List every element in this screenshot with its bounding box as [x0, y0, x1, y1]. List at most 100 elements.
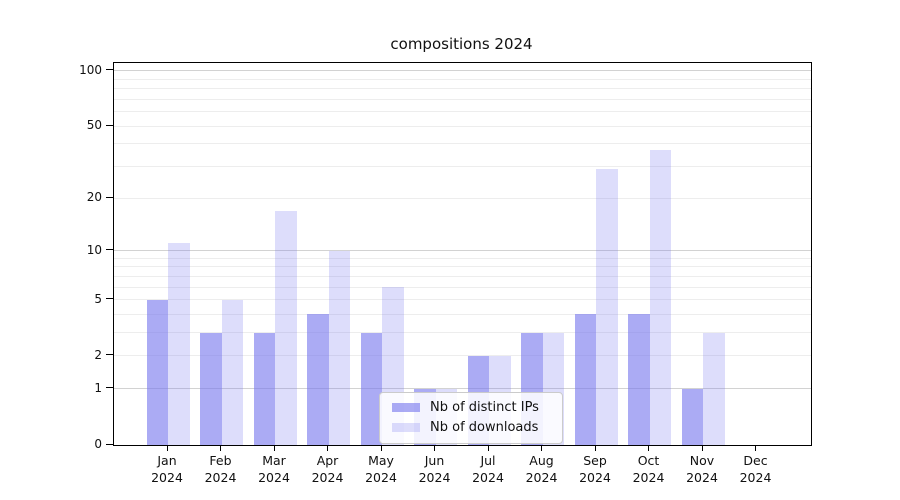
- x-tick-mark-jun: [434, 445, 435, 451]
- gridline-y-100: [114, 70, 811, 72]
- y-tick-label-5: 5: [94, 291, 102, 306]
- legend-label-downloads: Nb of downloads: [430, 420, 539, 435]
- x-tick-year: 2024: [151, 470, 183, 485]
- x-tick-year: 2024: [418, 470, 451, 485]
- gridline-y-50: [114, 125, 811, 127]
- y-tick-mark-10: [106, 249, 113, 250]
- x-tick-month: May: [368, 453, 394, 468]
- x-tick-label-jul: Jul 2024: [456, 452, 520, 486]
- x-tick-year: 2024: [472, 470, 504, 485]
- bar-downloads-jan: [168, 243, 190, 445]
- y-tick-mark-20: [106, 196, 113, 198]
- y-tick-mark-2: [106, 354, 113, 356]
- x-tick-year: 2024: [365, 470, 397, 485]
- bar-distinct-ips-apr: [307, 314, 329, 445]
- x-tick-year: 2024: [579, 470, 611, 485]
- bar-downloads-mar: [275, 210, 297, 445]
- y-tick-mark-100: [106, 69, 113, 71]
- x-tick-year: 2024: [204, 470, 237, 485]
- gridline-y-80: [114, 88, 811, 90]
- gridline-y-40: [114, 143, 811, 145]
- gridline-y-20: [114, 197, 811, 199]
- x-tick-year: 2024: [258, 470, 290, 485]
- legend-swatch-downloads-icon: [392, 423, 420, 432]
- bar-downloads-sep: [596, 169, 618, 445]
- chart-title: compositions 2024: [390, 35, 533, 53]
- x-tick-year: 2024: [686, 470, 718, 485]
- x-tick-label-nov: Nov 2024: [670, 452, 734, 486]
- bar-distinct-ips-feb: [200, 332, 222, 445]
- gridline-y-60: [114, 111, 811, 113]
- bar-downloads-feb: [221, 299, 243, 445]
- y-tick-label-100: 100: [79, 62, 102, 77]
- bar-distinct-ips-may: [360, 332, 382, 445]
- x-tick-year: 2024: [525, 470, 558, 485]
- gridline-y-30: [114, 165, 811, 167]
- gridline-y-10: [114, 250, 811, 252]
- bar-downloads-nov: [703, 332, 725, 445]
- x-tick-label-dec: Dec 2024: [724, 452, 788, 486]
- gridline-y-7: [114, 275, 811, 277]
- x-tick-mark-dec: [755, 445, 756, 451]
- x-tick-month: Jan: [157, 453, 177, 468]
- legend-item-distinct-ips: Nb of distinct IPs: [392, 400, 552, 415]
- x-tick-label-jan: Jan 2024: [135, 452, 199, 486]
- y-tick-mark-0: [106, 443, 113, 445]
- x-tick-label-oct: Oct 2024: [617, 452, 681, 486]
- x-tick-label-may: May 2024: [349, 452, 413, 486]
- gridline-y-2: [114, 355, 811, 357]
- bar-distinct-ips-nov: [681, 388, 703, 445]
- x-tick-month: Oct: [637, 453, 660, 468]
- y-tick-label-1: 1: [94, 380, 102, 395]
- bar-downloads-apr: [328, 250, 350, 445]
- legend-label-distinct-ips: Nb of distinct IPs: [430, 400, 539, 415]
- x-tick-month: Jun: [424, 453, 445, 468]
- x-tick-label-feb: Feb 2024: [189, 452, 253, 486]
- x-tick-mark-oct: [648, 445, 649, 451]
- y-tick-mark-50: [106, 124, 113, 126]
- x-tick-year: 2024: [739, 470, 772, 485]
- gridline-y-8: [114, 266, 811, 268]
- bar-distinct-ips-sep: [574, 314, 596, 445]
- legend: Nb of distinct IPs Nb of downloads: [379, 392, 563, 444]
- x-tick-label-jun: Jun 2024: [403, 452, 467, 486]
- bar-distinct-ips-jan: [146, 299, 168, 445]
- x-tick-mark-aug: [541, 445, 542, 451]
- x-tick-mark-jan: [166, 445, 168, 451]
- x-tick-month: Mar: [262, 453, 286, 468]
- x-tick-month: Apr: [316, 453, 339, 468]
- y-tick-label-10: 10: [86, 242, 102, 257]
- plot-area: Nb of distinct IPs Nb of downloads: [113, 62, 812, 446]
- y-tick-label-0: 0: [94, 437, 102, 451]
- x-tick-month: Aug: [529, 453, 554, 468]
- legend-swatch-distinct-ips-icon: [392, 403, 420, 412]
- x-tick-mark-may: [380, 445, 382, 451]
- x-tick-year: 2024: [632, 470, 665, 485]
- y-tick-mark-1: [106, 387, 113, 389]
- gridline-y-3: [114, 332, 811, 334]
- x-tick-mark-jul: [487, 445, 489, 451]
- x-tick-label-sep: Sep 2024: [563, 452, 627, 486]
- x-tick-mark-mar: [273, 445, 275, 451]
- x-tick-month: Feb: [209, 453, 232, 468]
- x-tick-month: Nov: [689, 453, 715, 468]
- x-tick-month: Sep: [583, 453, 607, 468]
- bar-distinct-ips-mar: [253, 332, 275, 445]
- gridline-y-6: [114, 286, 811, 288]
- x-tick-mark-sep: [594, 445, 596, 451]
- x-tick-mark-apr: [327, 445, 328, 451]
- legend-item-downloads: Nb of downloads: [392, 420, 552, 435]
- gridline-y-9: [114, 257, 811, 259]
- x-tick-month: Jul: [480, 453, 496, 468]
- x-tick-label-mar: Mar 2024: [242, 452, 306, 486]
- bar-downloads-oct: [649, 149, 671, 445]
- bar-distinct-ips-oct: [628, 314, 650, 445]
- gridline-y-5: [114, 299, 811, 301]
- gridline-y-4: [114, 313, 811, 315]
- y-tick-mark-5: [106, 298, 113, 300]
- gridline-y-70: [114, 98, 811, 100]
- x-tick-label-apr: Apr 2024: [296, 452, 360, 486]
- y-tick-label-50: 50: [86, 118, 102, 133]
- y-tick-label-2: 2: [94, 347, 102, 362]
